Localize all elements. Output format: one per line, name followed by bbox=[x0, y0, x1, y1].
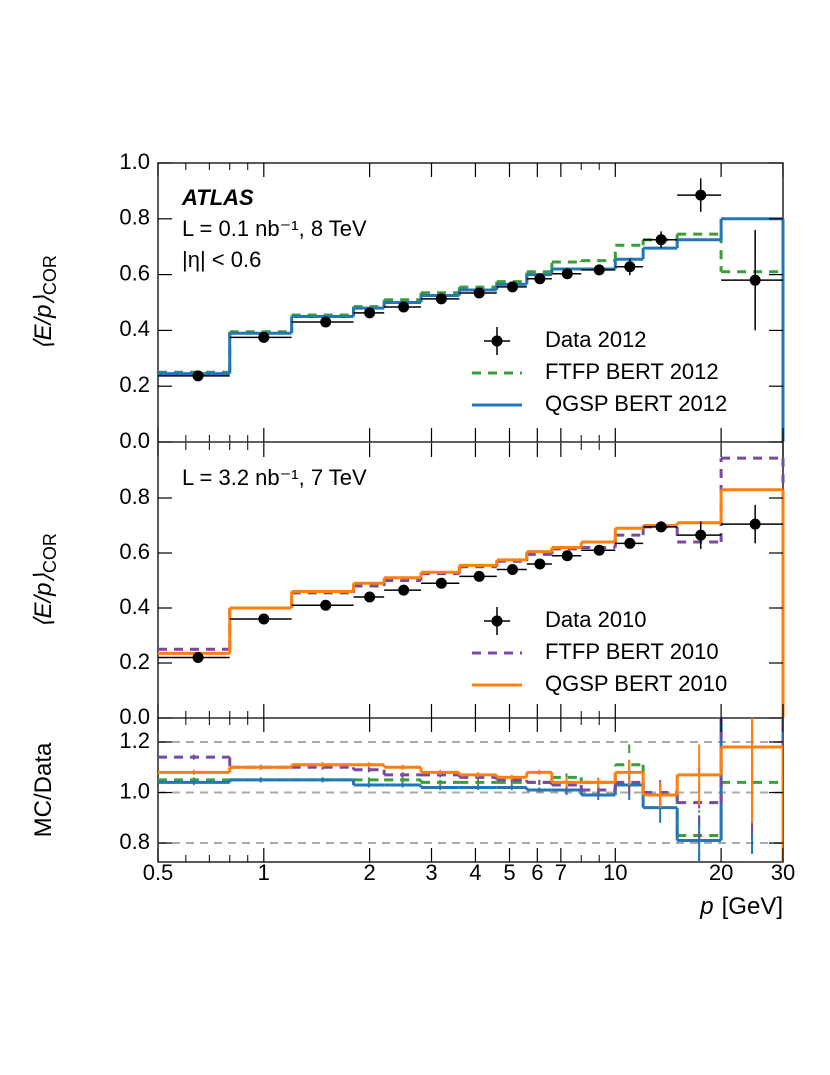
data-point bbox=[364, 307, 376, 319]
y-tick-label: 0.6 bbox=[119, 260, 150, 285]
data-point bbox=[258, 331, 270, 343]
y-tick-label: 0.0 bbox=[119, 428, 150, 453]
plot-area bbox=[158, 178, 785, 442]
y-tick-label: 0.2 bbox=[119, 372, 150, 397]
legend-label: Data 2010 bbox=[545, 607, 647, 632]
data-point bbox=[398, 301, 410, 313]
data-point bbox=[364, 591, 376, 603]
x-tick-label: 1 bbox=[258, 860, 270, 885]
data-point bbox=[695, 189, 707, 201]
x-tick-label: 6 bbox=[531, 860, 543, 885]
x-axis-label: p [GeV] bbox=[699, 893, 783, 920]
data-point bbox=[655, 234, 667, 246]
data-point bbox=[435, 577, 447, 589]
y-tick-label: 0.8 bbox=[119, 205, 150, 230]
y-tick-label: 0.0 bbox=[119, 704, 150, 729]
annotation: |η| < 0.6 bbox=[182, 247, 261, 272]
legend-label: FTFP BERT 2010 bbox=[545, 639, 719, 664]
y-axis-label: ⟨E/p⟩COR bbox=[30, 533, 59, 628]
y-tick-label: 0.8 bbox=[119, 829, 150, 854]
data-point bbox=[534, 273, 546, 285]
ratio-area bbox=[158, 718, 783, 862]
data-point bbox=[258, 613, 270, 625]
data-point bbox=[749, 274, 761, 286]
legend-marker bbox=[491, 335, 503, 347]
y-tick-label: 0.8 bbox=[119, 484, 150, 509]
data-point bbox=[561, 550, 573, 562]
plot-area bbox=[158, 456, 785, 718]
y-label-sub: COR bbox=[40, 533, 60, 573]
legend-marker bbox=[491, 615, 503, 627]
y-tick-label: 0.6 bbox=[119, 539, 150, 564]
y-tick-label: 0.2 bbox=[119, 649, 150, 674]
data-point bbox=[192, 370, 204, 382]
data-point bbox=[435, 293, 447, 305]
data-point bbox=[507, 564, 519, 575]
data-point bbox=[320, 316, 332, 328]
x-tick-label: 7 bbox=[555, 860, 567, 885]
y-label-sub: COR bbox=[40, 255, 60, 295]
y-label-main: MC/Data bbox=[30, 742, 57, 837]
annotation: ATLAS bbox=[181, 185, 254, 210]
x-tick-label: 2 bbox=[363, 860, 375, 885]
y-tick-label: 1.0 bbox=[119, 778, 150, 803]
y-axis-label: MC/Data bbox=[30, 742, 57, 837]
data-point bbox=[192, 652, 204, 663]
x-tick-label: 5 bbox=[503, 860, 515, 885]
y-tick-label: 0.4 bbox=[119, 316, 150, 341]
y-label-main: ⟨E/p⟩ bbox=[30, 294, 57, 349]
data-point bbox=[534, 558, 546, 570]
data-point bbox=[398, 584, 410, 596]
x-tick-label: 30 bbox=[771, 860, 795, 885]
data-point bbox=[561, 268, 573, 280]
data-point bbox=[695, 529, 707, 541]
data-point bbox=[320, 599, 332, 611]
y-label-main: ⟨E/p⟩ bbox=[30, 572, 57, 627]
data-point bbox=[593, 544, 605, 556]
y-tick-label: 1.0 bbox=[119, 149, 150, 174]
data-point bbox=[593, 264, 605, 276]
x-tick-label: 4 bbox=[469, 860, 481, 885]
x-tick-label: 0.5 bbox=[143, 860, 174, 885]
annotation: L = 0.1 nb⁻¹, 8 TeV bbox=[182, 216, 367, 241]
data-point bbox=[624, 261, 636, 273]
legend-label: QGSP BERT 2010 bbox=[545, 671, 727, 696]
legend-label: Data 2012 bbox=[545, 327, 647, 352]
data-point bbox=[473, 570, 485, 582]
legend-label: QGSP BERT 2012 bbox=[545, 391, 727, 416]
y-axis-label: ⟨E/p⟩COR bbox=[30, 255, 59, 350]
data-point bbox=[473, 287, 485, 299]
data-point bbox=[749, 518, 761, 530]
x-label-var: p bbox=[699, 893, 713, 920]
x-tick-label: 20 bbox=[709, 860, 733, 885]
data-point bbox=[655, 521, 667, 533]
x-tick-label: 3 bbox=[425, 860, 437, 885]
data-point bbox=[624, 537, 636, 549]
y-tick-label: 1.2 bbox=[119, 728, 150, 753]
y-tick-label: 0.4 bbox=[119, 594, 150, 619]
annotation: L = 3.2 nb⁻¹, 7 TeV bbox=[182, 465, 367, 490]
data-point bbox=[507, 281, 519, 293]
x-tick-label: 10 bbox=[603, 860, 627, 885]
legend-label: FTFP BERT 2012 bbox=[545, 359, 719, 384]
x-label-unit: [GeV] bbox=[722, 893, 783, 920]
